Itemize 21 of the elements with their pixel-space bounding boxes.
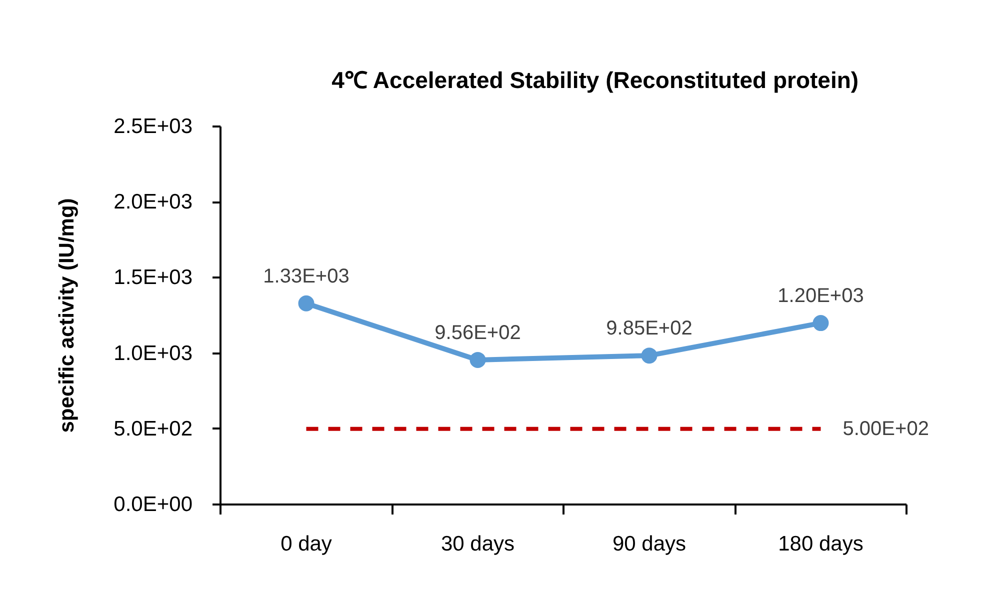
x-tick-label: 0 day [280,532,332,556]
data-label: 1.20E+03 [778,285,864,308]
data-label: 5.00E+02 [842,418,929,440]
y-tick-label: 1.0E+03 [114,342,193,365]
point [470,352,486,368]
point [812,315,829,332]
data-label: 9.56E+02 [434,322,521,344]
y-tick-label: 0.0E+00 [114,493,193,516]
y-tick-label: 5.0E+02 [114,417,193,440]
x-tick-label: 180 days [778,532,864,556]
data-label: 1.33E+03 [263,265,350,288]
point [641,348,658,364]
x-tick-label: 90 days [612,532,686,556]
x-tick-label: 30 days [440,532,515,556]
point [298,295,314,312]
data-label: 9.85E+02 [606,318,692,340]
chart-title: 4℃ Accelerated Stability (Reconstituted protein) [332,67,859,93]
y-axis-title: specific activity (IU/mg) [56,198,79,433]
y-tick-label: 2.0E+03 [114,190,193,214]
y-tick-label: 1.5E+03 [114,266,193,290]
y-tick-label: 2.5E+03 [114,115,193,138]
